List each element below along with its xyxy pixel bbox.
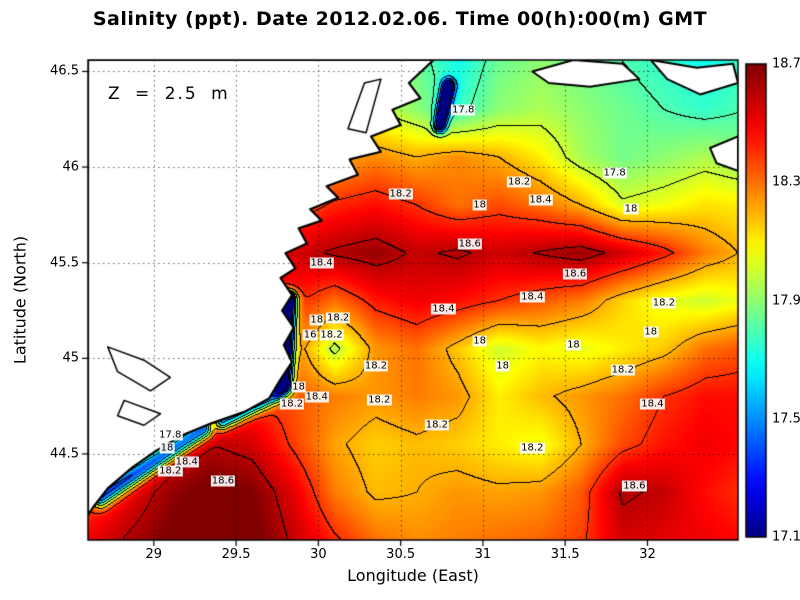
contour-label: 17.8 bbox=[158, 429, 183, 441]
contour-label: 18.6 bbox=[622, 480, 647, 492]
contour-label: 18.2 bbox=[363, 360, 389, 372]
colorbar-tick-label: 17.1 bbox=[772, 529, 800, 545]
contour-label: 18.4 bbox=[640, 398, 665, 410]
contour-label: 18.2 bbox=[325, 312, 351, 324]
y-tick-label: 46.5 bbox=[50, 63, 79, 79]
colorbar-tick-label: 17.5 bbox=[772, 411, 800, 427]
depth-annotation: Z = 2.5 m bbox=[108, 84, 230, 104]
x-tick-label: 30 bbox=[310, 547, 327, 562]
y-tick-label: 45.5 bbox=[50, 255, 79, 271]
y-tick-label: 44.5 bbox=[50, 446, 79, 462]
colorbar-tick-label: 18.3 bbox=[772, 174, 800, 190]
x-axis-label: Longitude (East) bbox=[347, 566, 479, 585]
contour-label: 18.4 bbox=[309, 257, 334, 269]
plot-title: Salinity (ppt). Date 2012.02.06. Time 00… bbox=[92, 8, 708, 30]
x-tick-label: 32 bbox=[639, 547, 656, 562]
y-axis-label: Latitude (North) bbox=[10, 235, 30, 365]
contour-label: 18.2 bbox=[424, 419, 449, 431]
contour-label: 18.2 bbox=[520, 442, 545, 454]
contour-label: 17.8 bbox=[451, 104, 476, 116]
contour-label: 16 bbox=[302, 329, 318, 341]
contour-label: 18 bbox=[495, 360, 511, 372]
contour-label: 18.6 bbox=[457, 238, 482, 250]
contour-label: 18 bbox=[309, 314, 325, 326]
y-tick-label: 45 bbox=[62, 350, 79, 366]
contour-label: 18 bbox=[643, 326, 659, 338]
contour-label: 18.2 bbox=[651, 297, 677, 309]
y-tick-label: 46 bbox=[62, 159, 79, 175]
x-tick-label: 31 bbox=[474, 547, 492, 562]
contour-label: 18.2 bbox=[610, 364, 635, 376]
contour-label: 18 bbox=[623, 203, 639, 215]
colorbar-tick-label: 17.9 bbox=[772, 293, 800, 308]
contour-label: 18.4 bbox=[431, 303, 456, 315]
contour-label: 18.6 bbox=[210, 475, 236, 487]
contour-label: 18.2 bbox=[319, 329, 344, 341]
contour-label: 18 bbox=[566, 339, 581, 351]
contour-label: 18 bbox=[159, 442, 175, 454]
contour-label: 18.6 bbox=[562, 268, 588, 280]
x-tick-label: 29 bbox=[145, 547, 163, 562]
contour-label: 17.8 bbox=[602, 167, 627, 179]
contour-label: 18 bbox=[472, 335, 488, 347]
contour-label: 18.4 bbox=[304, 391, 329, 403]
contour-label: 18.2 bbox=[279, 398, 305, 410]
contour-label: 18 bbox=[472, 199, 488, 211]
x-tick-label: 30.5 bbox=[386, 547, 416, 562]
contour-label: 18.4 bbox=[174, 456, 199, 468]
contour-label: 18.2 bbox=[367, 394, 392, 406]
contour-label: 18 bbox=[291, 381, 306, 393]
x-tick-label: 31.5 bbox=[550, 547, 580, 562]
contour-label: 18.2 bbox=[388, 188, 413, 200]
x-tick-label: 29.5 bbox=[221, 547, 251, 562]
contour-label: 18.2 bbox=[158, 465, 183, 477]
contour-label: 18.4 bbox=[528, 194, 553, 206]
colorbar-tick-label: 18.7 bbox=[772, 56, 800, 72]
contour-label: 18.2 bbox=[506, 176, 532, 188]
contour-label: 18.4 bbox=[520, 291, 545, 303]
